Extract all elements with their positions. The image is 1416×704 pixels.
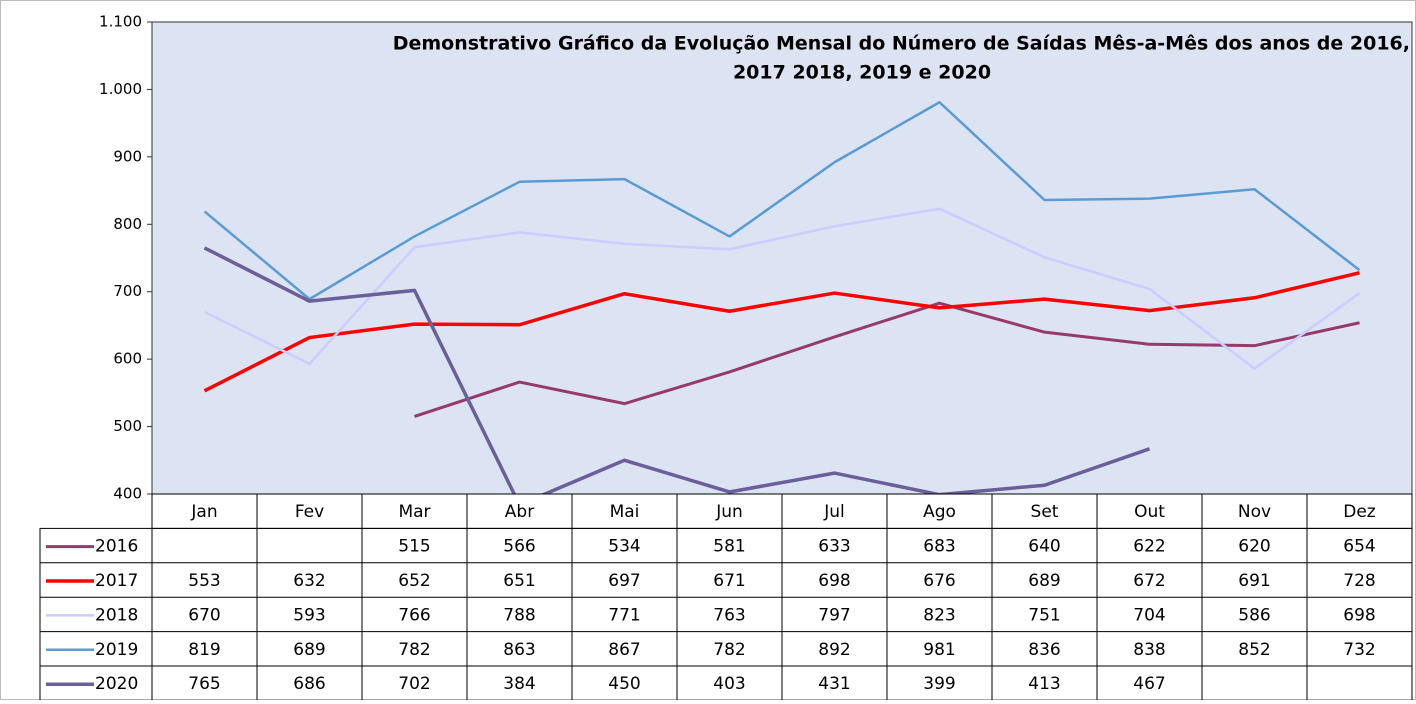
series-line — [414, 301, 1360, 418]
table-value: 566 — [503, 537, 535, 557]
x-tick-label: Ago — [923, 502, 956, 522]
table-value: 467 — [1133, 674, 1165, 694]
x-tick-label: Jul — [823, 502, 845, 522]
table-value: 732 — [1343, 640, 1375, 660]
table-value: 981 — [923, 640, 955, 660]
y-tick-label: 1.000 — [99, 80, 142, 98]
table-value: 620 — [1238, 537, 1270, 557]
y-tick-label: 600 — [113, 350, 142, 368]
table-value: 686 — [293, 674, 325, 694]
table-value: 515 — [398, 537, 430, 557]
x-tick-label: Jun — [715, 502, 743, 522]
table-value: 586 — [1238, 605, 1270, 625]
table-value: 892 — [818, 640, 850, 660]
table-value: 838 — [1133, 640, 1165, 660]
x-tick-label: Fev — [295, 502, 324, 522]
y-tick-label: 900 — [113, 147, 142, 165]
x-tick-label: Out — [1134, 502, 1165, 522]
table-value: 651 — [503, 571, 535, 591]
table-value: 413 — [1028, 674, 1060, 694]
table-value: 683 — [923, 537, 955, 557]
table-value: 697 — [608, 571, 640, 591]
y-tick-label: 700 — [113, 282, 142, 300]
x-tick-label: Dez — [1343, 502, 1376, 522]
x-tick-label: Mai — [610, 502, 640, 522]
table-value: 640 — [1028, 537, 1060, 557]
legend-label: 2020 — [95, 674, 138, 694]
table-value: 384 — [503, 674, 535, 694]
table-value: 797 — [818, 605, 850, 625]
table-value: 654 — [1343, 537, 1375, 557]
table-value: 867 — [608, 640, 640, 660]
table-value: 689 — [293, 640, 325, 660]
series-line — [203, 271, 1360, 393]
table-value: 863 — [503, 640, 535, 660]
table-value: 698 — [818, 571, 850, 591]
table-value: 836 — [1028, 640, 1060, 660]
lines — [203, 100, 1361, 494]
table-value: 670 — [188, 605, 220, 625]
table-value: 672 — [1133, 571, 1165, 591]
y-tick-label: 500 — [113, 417, 142, 435]
x-tick-label: Mar — [398, 502, 430, 522]
table-value: 633 — [818, 537, 850, 557]
table-value: 771 — [608, 605, 640, 625]
table-value: 782 — [398, 640, 430, 660]
table-value: 698 — [1343, 605, 1375, 625]
table-value: 403 — [713, 674, 745, 694]
table-value: 553 — [188, 571, 220, 591]
table-value: 671 — [713, 571, 745, 591]
table-value: 399 — [923, 674, 955, 694]
y-tick-label: 800 — [113, 215, 142, 233]
table-value: 534 — [608, 537, 640, 557]
table-value: 782 — [713, 640, 745, 660]
table-value: 763 — [713, 605, 745, 625]
table-value: 788 — [503, 605, 535, 625]
table-value: 676 — [923, 571, 955, 591]
x-tick-label: Abr — [505, 502, 534, 522]
x-tick-label: Jan — [190, 502, 217, 522]
table-value: 702 — [398, 674, 430, 694]
table-value: 689 — [1028, 571, 1060, 591]
legend-label: 2018 — [95, 605, 138, 625]
table-value: 691 — [1238, 571, 1270, 591]
chart-title: Demonstrativo Gráfico da Evolução Mensal… — [393, 33, 1410, 55]
table-value: 593 — [293, 605, 325, 625]
table-value: 632 — [293, 571, 325, 591]
legend-label: 2016 — [95, 537, 138, 557]
table-value: 751 — [1028, 605, 1060, 625]
table-value: 852 — [1238, 640, 1270, 660]
series-line — [203, 100, 1361, 301]
table-value: 766 — [398, 605, 430, 625]
table-value: 823 — [923, 605, 955, 625]
table-value: 450 — [608, 674, 640, 694]
plot-area — [151, 21, 1413, 495]
series-line — [203, 207, 1361, 370]
table-value: 704 — [1133, 605, 1165, 625]
chart-title: 2017 2018, 2019 e 2020 — [733, 62, 991, 84]
table-value: 765 — [188, 674, 220, 694]
series-line — [203, 246, 1151, 494]
legend-label: 2017 — [95, 571, 138, 591]
x-tick-label: Set — [1031, 502, 1059, 522]
legend-label: 2019 — [95, 640, 138, 660]
x-tick-label: Nov — [1238, 502, 1271, 522]
table-value: 728 — [1343, 571, 1375, 591]
y-tick-label: 400 — [113, 485, 142, 503]
table-value: 819 — [188, 640, 220, 660]
table-value: 652 — [398, 571, 430, 591]
table-value: 622 — [1133, 537, 1165, 557]
y-tick-label: 1.100 — [99, 13, 142, 31]
table-value: 581 — [713, 537, 745, 557]
table-value: 431 — [818, 674, 850, 694]
